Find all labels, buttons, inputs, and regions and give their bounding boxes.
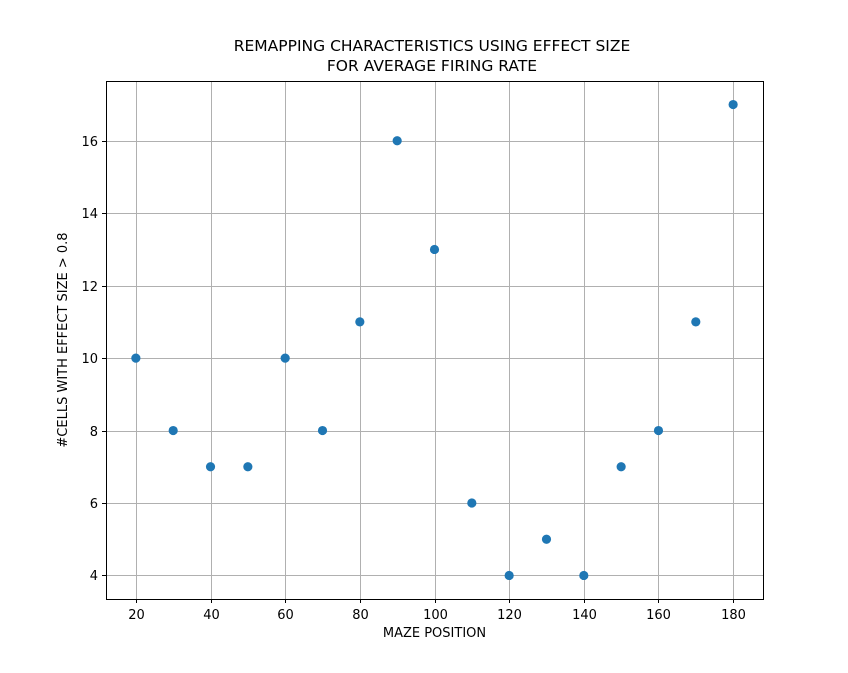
data-point <box>280 353 290 363</box>
x-tick-label: 180 <box>721 608 746 623</box>
x-axis-label: MAZE POSITION <box>382 626 487 641</box>
data-points <box>131 99 738 581</box>
x-tick-label: 60 <box>277 608 294 623</box>
y-tick-label: 4 <box>90 569 98 584</box>
data-point <box>168 425 178 436</box>
data-point <box>579 570 589 581</box>
y-tick-label: 6 <box>90 497 98 512</box>
x-tick-label: 120 <box>497 608 522 623</box>
axis-ticks: 20 40 60 80 100 120 140 160 180 4 6 8 10 12 14 16 <box>81 135 745 623</box>
data-point <box>541 534 552 544</box>
x-tick-label: 20 <box>128 608 145 623</box>
x-tick-label: 100 <box>423 608 448 623</box>
x-tick-label: 160 <box>646 608 671 623</box>
data-point <box>131 353 141 363</box>
chart-title-line-1: REMAPPING CHARACTERISTICS USING EFFECT S… <box>233 37 631 55</box>
x-tick-label: 140 <box>572 608 597 623</box>
data-point <box>504 570 514 581</box>
data-point <box>243 462 253 472</box>
y-tick-label: 12 <box>81 280 98 295</box>
data-point <box>467 498 477 508</box>
chart-title-line-2: FOR AVERAGE FIRING RATE <box>326 57 538 75</box>
x-tick-label: 40 <box>203 608 220 623</box>
y-tick-label: 8 <box>90 425 98 440</box>
data-point <box>429 244 440 255</box>
data-point <box>392 136 402 146</box>
data-point <box>616 462 626 472</box>
data-point <box>355 317 365 327</box>
data-point <box>653 425 664 436</box>
data-point <box>205 462 216 472</box>
y-axis-label: #CELLS WITH EFFECT SIZE > 0.8 <box>56 232 71 448</box>
y-tick-label: 10 <box>81 352 98 367</box>
data-point <box>691 317 701 327</box>
y-tick-label: 16 <box>81 135 98 150</box>
y-tick-label: 14 <box>81 207 98 222</box>
grid <box>106 81 763 599</box>
data-point <box>728 99 738 110</box>
data-point <box>317 425 328 436</box>
x-tick-label: 80 <box>352 608 369 623</box>
